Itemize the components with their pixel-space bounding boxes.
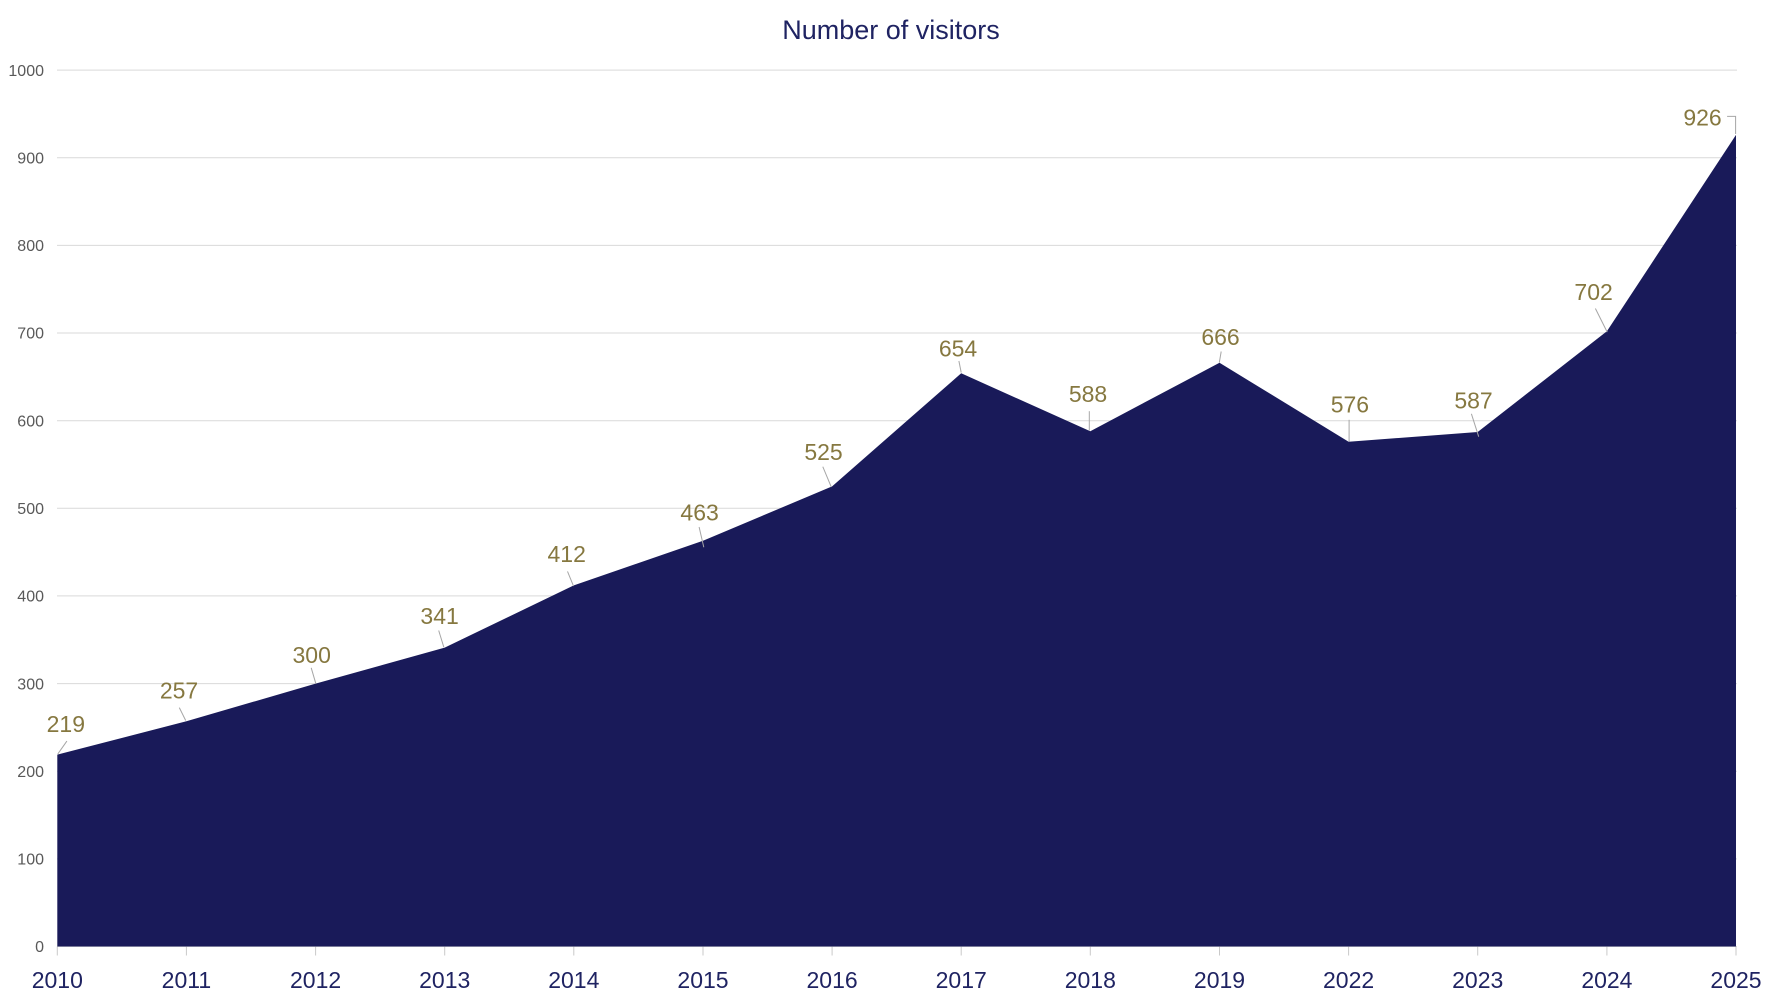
- svg-text:0: 0: [35, 939, 44, 956]
- svg-text:2018: 2018: [1065, 967, 1116, 993]
- svg-text:666: 666: [1201, 324, 1239, 350]
- svg-text:700: 700: [17, 326, 44, 343]
- svg-text:2011: 2011: [162, 967, 211, 993]
- svg-text:588: 588: [1069, 381, 1107, 407]
- svg-text:463: 463: [680, 500, 718, 526]
- svg-text:2019: 2019: [1194, 967, 1245, 993]
- svg-text:219: 219: [47, 711, 85, 737]
- svg-text:257: 257: [160, 678, 198, 704]
- svg-text:412: 412: [548, 541, 586, 567]
- svg-text:2010: 2010: [32, 967, 83, 993]
- svg-text:2014: 2014: [548, 967, 599, 993]
- svg-text:600: 600: [17, 413, 44, 430]
- svg-text:Number of visitors: Number of visitors: [782, 15, 1000, 45]
- svg-text:2015: 2015: [677, 967, 728, 993]
- svg-text:300: 300: [17, 676, 44, 693]
- svg-text:2013: 2013: [419, 967, 470, 993]
- svg-text:576: 576: [1331, 392, 1369, 418]
- svg-text:654: 654: [939, 336, 978, 362]
- svg-text:341: 341: [420, 603, 458, 629]
- svg-text:1000: 1000: [8, 63, 44, 80]
- svg-text:300: 300: [293, 642, 331, 668]
- svg-text:900: 900: [17, 150, 44, 167]
- svg-text:400: 400: [17, 589, 44, 606]
- svg-text:2022: 2022: [1323, 967, 1374, 993]
- svg-text:2025: 2025: [1710, 967, 1761, 993]
- svg-text:702: 702: [1574, 279, 1612, 305]
- svg-text:525: 525: [804, 439, 842, 465]
- svg-text:800: 800: [17, 238, 44, 255]
- svg-text:2017: 2017: [936, 967, 987, 993]
- svg-text:2012: 2012: [290, 967, 341, 993]
- svg-text:926: 926: [1683, 104, 1721, 130]
- svg-text:200: 200: [17, 764, 44, 781]
- svg-text:2016: 2016: [807, 967, 858, 993]
- svg-text:100: 100: [17, 852, 44, 869]
- svg-text:2024: 2024: [1581, 967, 1632, 993]
- svg-text:587: 587: [1454, 388, 1492, 414]
- svg-text:500: 500: [17, 501, 44, 518]
- svg-text:2023: 2023: [1452, 967, 1503, 993]
